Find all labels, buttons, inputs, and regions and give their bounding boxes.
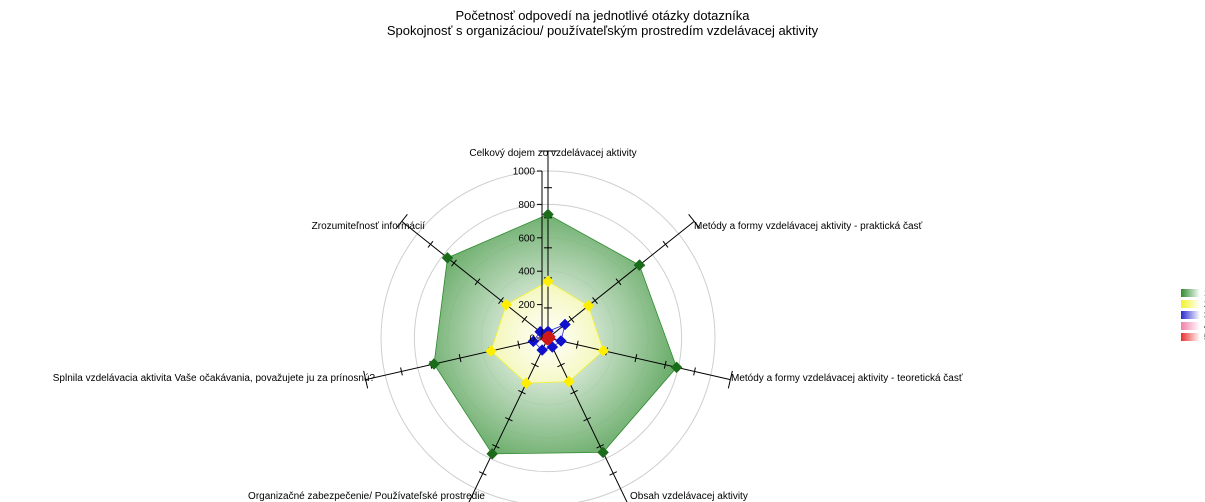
- axis-tick: [492, 444, 500, 449]
- axis-tick: [663, 360, 667, 369]
- axis-tick: [615, 278, 622, 286]
- axis-tick: [592, 297, 598, 304]
- legend-swatch: [1181, 288, 1200, 297]
- data-marker-series-3: [536, 344, 549, 356]
- axis-tick: [474, 278, 481, 286]
- legend-swatch: [1181, 299, 1200, 308]
- axis-tick: [634, 354, 638, 363]
- axis-spoke: [547, 337, 731, 381]
- legend-item-5: 5: [1181, 331, 1205, 342]
- data-marker-series-3: [555, 335, 567, 347]
- axis-spoke: [365, 337, 549, 381]
- data-marker-series-2: [582, 299, 595, 312]
- axis-tick: [517, 340, 521, 349]
- data-marker-series-2: [542, 275, 554, 288]
- axis-end-cap: [688, 214, 701, 229]
- axis-tick: [400, 367, 403, 376]
- legend-item-1: 1: [1181, 287, 1205, 298]
- axis-tick: [427, 240, 434, 248]
- axis-tick: [609, 471, 618, 476]
- legend-item-2: 2: [1181, 298, 1205, 309]
- data-marker-series-2: [597, 344, 610, 357]
- axis-spoke: [468, 337, 549, 502]
- data-marker-series-2: [520, 377, 533, 389]
- category-label: Zrozumiteľnosť informácií: [312, 221, 426, 232]
- axis-tick: [568, 315, 575, 323]
- data-marker-series-2: [500, 298, 513, 311]
- chart-title-block: Početnosť odpovedí na jednotlivé otázky …: [0, 8, 1205, 38]
- value-axis-tick-label: 800: [518, 200, 535, 211]
- data-marker-series-1: [428, 358, 440, 370]
- axis-tick: [518, 389, 526, 395]
- axis-tick: [575, 340, 579, 349]
- value-axis-tick-label: 0: [529, 334, 535, 345]
- data-marker-series-3: [534, 325, 547, 338]
- legend: 12345: [1181, 287, 1205, 342]
- legend-swatch: [1181, 332, 1200, 341]
- value-axis-tick-label: 200: [518, 300, 535, 311]
- axis-tick: [498, 297, 504, 304]
- axis-spoke: [547, 337, 628, 502]
- chart-subtitle: Spokojnosť s organizáciou/ používateľský…: [386, 23, 819, 38]
- axis-tick: [478, 471, 487, 476]
- axis-spoke: [547, 220, 695, 339]
- axis-end-cap: [395, 214, 408, 229]
- legend-item-4: 4: [1181, 320, 1205, 331]
- legend-swatch: [1181, 321, 1200, 330]
- data-marker-series-2: [485, 345, 497, 357]
- data-marker-series-3: [559, 318, 571, 331]
- data-marker-series-1: [441, 251, 454, 264]
- axis-tick: [693, 367, 696, 376]
- axis-end-cap: [363, 370, 369, 389]
- data-marker-series-1: [633, 259, 646, 271]
- value-axis-tick-label: 400: [518, 267, 535, 278]
- category-label: Obsah vzdelávacej aktivity: [630, 491, 748, 502]
- axis-tick: [570, 389, 578, 395]
- data-marker-series-1: [597, 446, 609, 459]
- axis-tick: [531, 362, 539, 368]
- category-label: Metódy a formy vzdelávacej aktivity - pr…: [694, 221, 923, 232]
- axis-end-cap: [727, 370, 733, 389]
- category-label: Celkový dojem zo vzdelávacej aktivity: [469, 148, 636, 159]
- axis-spoke: [401, 220, 549, 339]
- category-label: Metódy a formy vzdelávacej aktivity - te…: [731, 373, 963, 384]
- data-marker-series-1: [486, 448, 499, 460]
- axis-tick: [505, 417, 513, 422]
- data-marker-series-2: [563, 375, 575, 388]
- data-marker-series-1: [670, 361, 683, 374]
- legend-swatch: [1181, 310, 1200, 319]
- axis-tick: [662, 240, 669, 248]
- axis-tick: [583, 417, 591, 422]
- axis-tick: [557, 362, 565, 368]
- axis-tick: [451, 259, 457, 267]
- category-label: Splnila vzdelávacia aktivita Vaše očakáv…: [53, 373, 376, 384]
- legend-item-3: 3: [1181, 309, 1205, 320]
- axis-tick: [521, 315, 528, 323]
- category-label: Organizačné zabezpečenie/ Používateľské …: [248, 491, 485, 502]
- value-axis-tick-label: 600: [518, 233, 535, 244]
- chart-title: Početnosť odpovedí na jednotlivé otázky …: [455, 8, 750, 23]
- data-marker-series-3: [527, 335, 540, 348]
- data-marker-series-5: [540, 331, 553, 343]
- value-axis-tick-label: 1000: [513, 167, 536, 178]
- data-marker-series-1: [542, 208, 554, 221]
- axis-tick: [458, 354, 462, 363]
- axis-tick: [596, 444, 604, 449]
